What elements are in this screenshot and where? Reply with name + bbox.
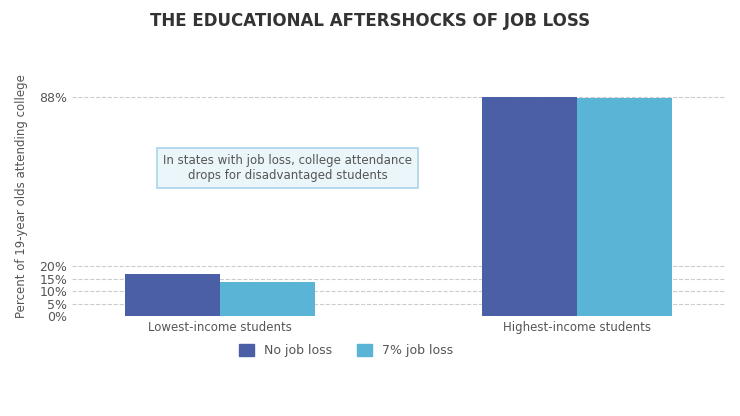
Text: THE EDUCATIONAL AFTERSHOCKS OF JOB LOSS: THE EDUCATIONAL AFTERSHOCKS OF JOB LOSS: [150, 12, 590, 30]
Text: In states with job loss, college attendance
drops for disadvantaged students: In states with job loss, college attenda…: [163, 154, 412, 182]
Bar: [125, 274, 221, 316]
Bar: [482, 97, 576, 316]
Bar: [221, 282, 315, 316]
Legend: No job loss, 7% job loss: No job loss, 7% job loss: [234, 339, 458, 362]
Y-axis label: Percent of 19-year olds attending college: Percent of 19-year olds attending colleg…: [15, 74, 28, 319]
Bar: [576, 98, 672, 316]
